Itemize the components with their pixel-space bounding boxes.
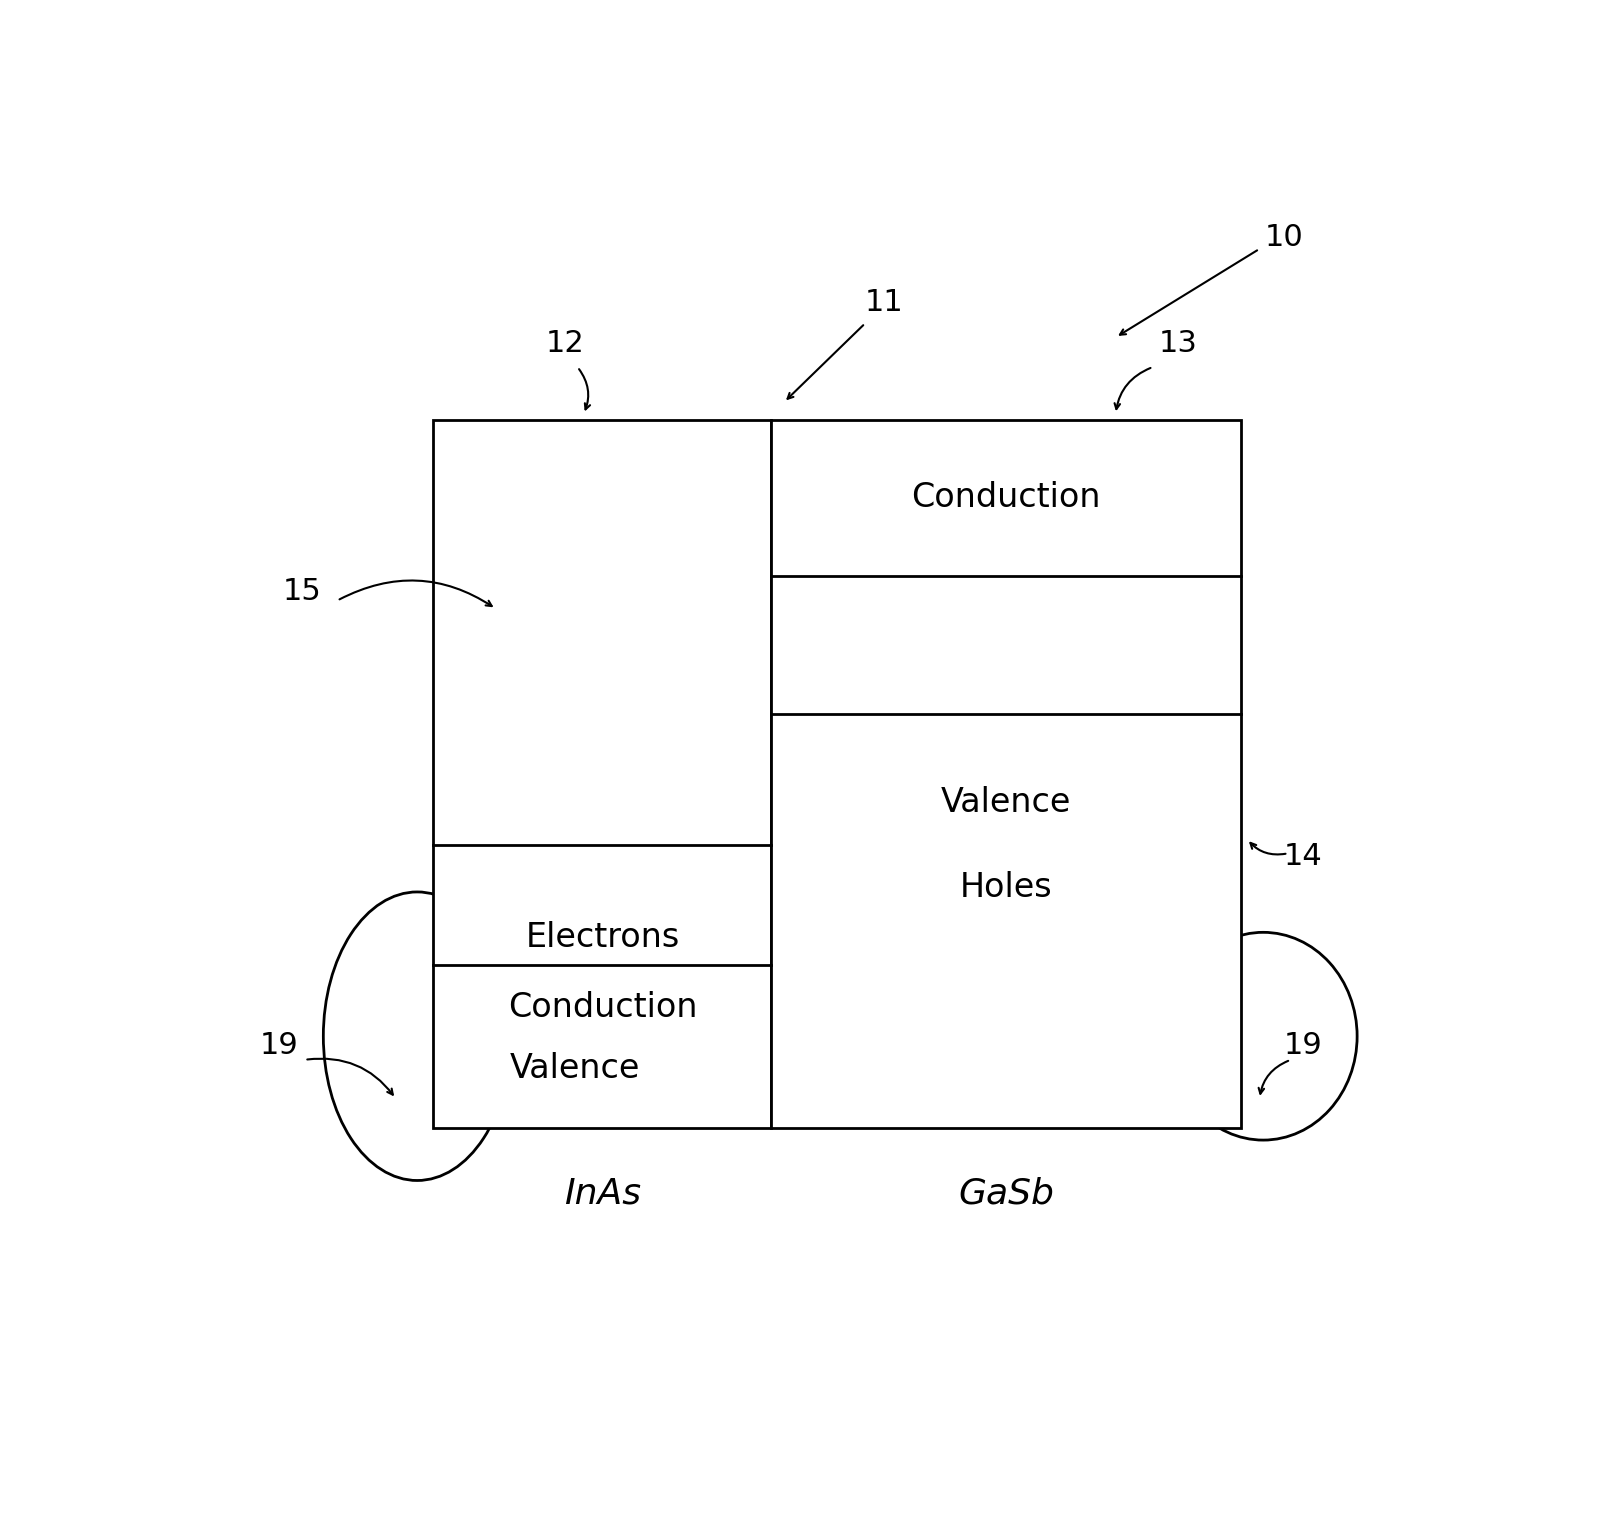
Bar (433, 420, 771, 1128)
Text: 10: 10 (1264, 222, 1302, 251)
Text: Conduction: Conduction (507, 992, 697, 1024)
Text: 13: 13 (1157, 328, 1198, 357)
Text: Electrons: Electrons (525, 920, 679, 954)
Text: 19: 19 (1283, 1032, 1322, 1061)
Text: InAs: InAs (563, 1176, 641, 1210)
Text: Valence: Valence (941, 786, 1070, 819)
Text: 11: 11 (863, 288, 902, 316)
Bar (771, 420, 1240, 1128)
Text: 15: 15 (282, 576, 321, 606)
Text: Conduction: Conduction (910, 481, 1101, 515)
Text: Valence: Valence (510, 1052, 641, 1084)
Text: 12: 12 (546, 328, 584, 357)
Text: 19: 19 (260, 1032, 299, 1061)
Text: 14: 14 (1283, 842, 1322, 871)
Text: GaSb: GaSb (957, 1176, 1054, 1210)
Ellipse shape (1169, 932, 1356, 1141)
Ellipse shape (323, 892, 510, 1180)
Text: Holes: Holes (959, 871, 1052, 904)
